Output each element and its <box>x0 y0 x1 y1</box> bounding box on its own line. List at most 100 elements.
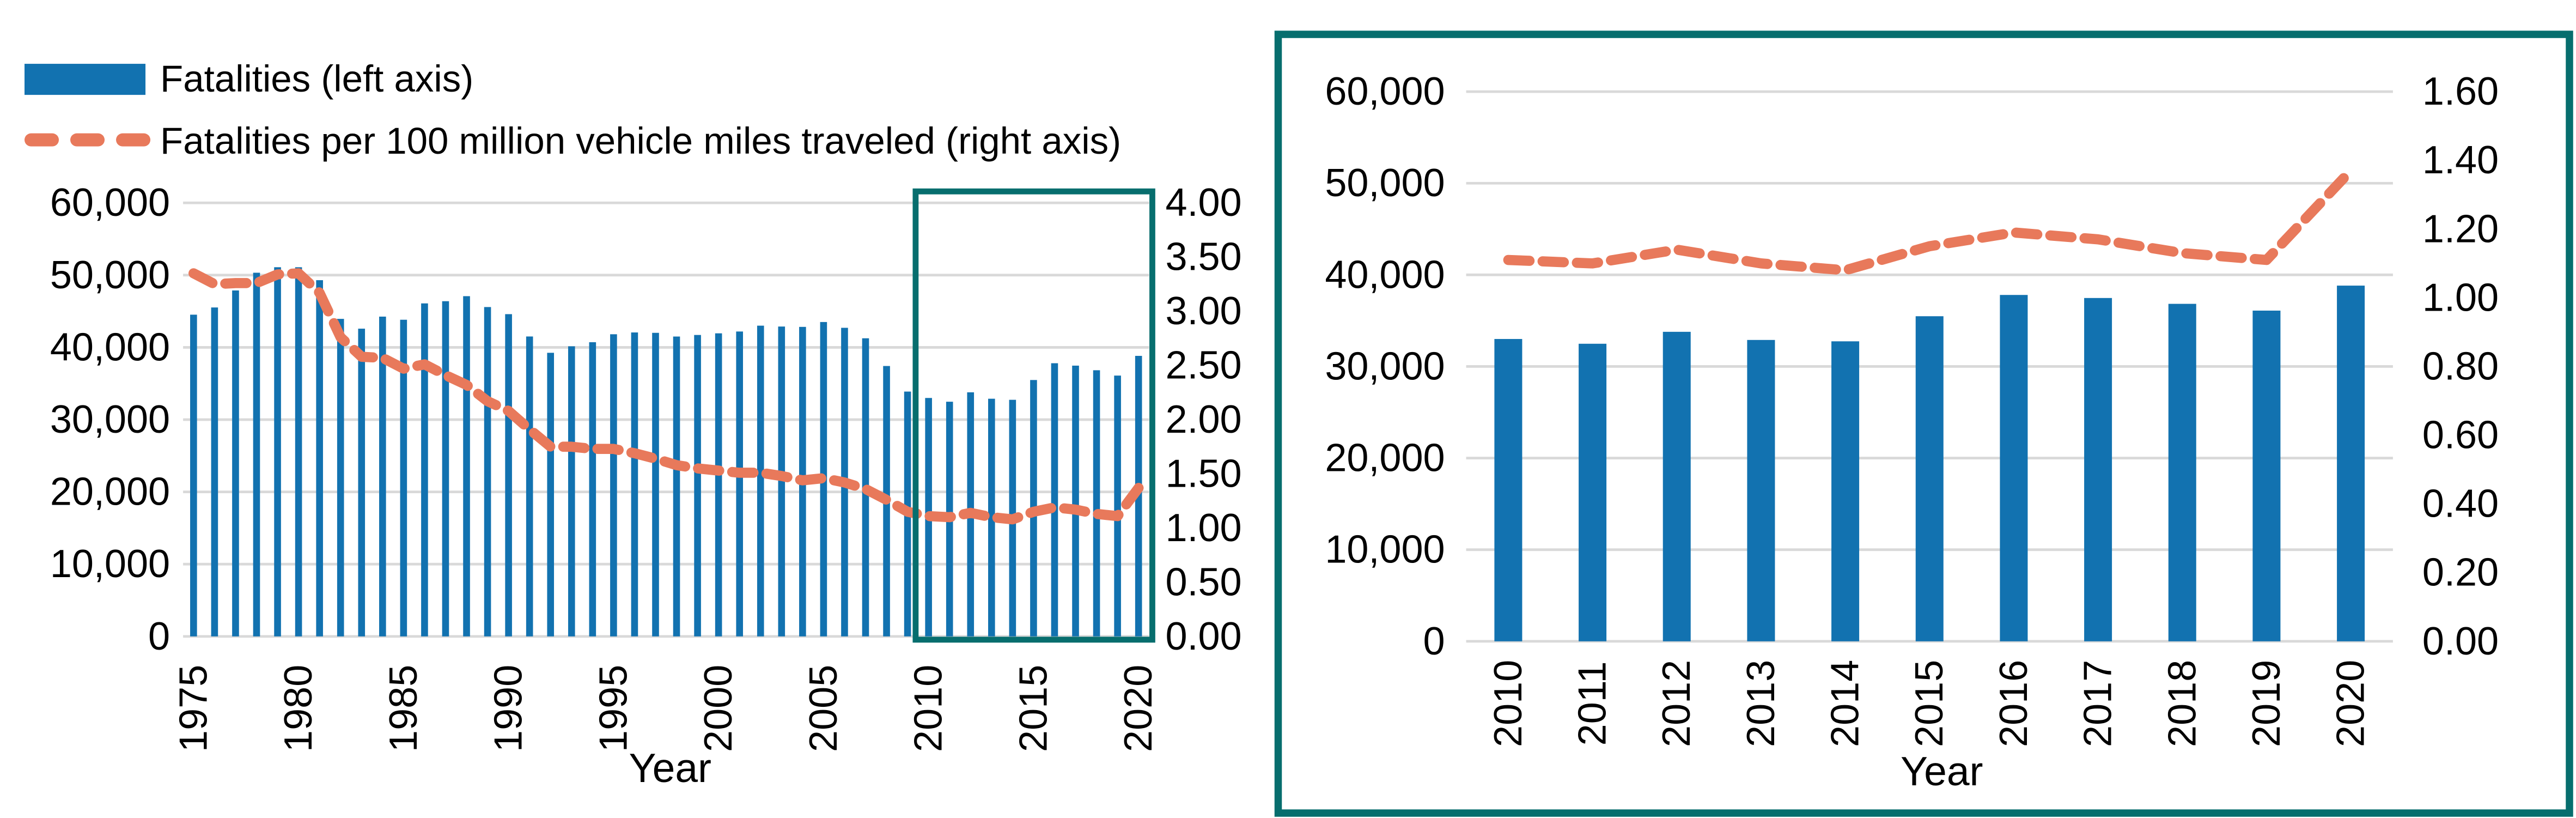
fatalities-bar-2012 <box>1662 331 1691 641</box>
fatalities-bar-1991 <box>526 336 533 637</box>
x-axis-tick-1990: 1990 <box>487 665 531 752</box>
fatalities-bar-1999 <box>694 335 701 637</box>
left-axis-tick-60,000: 60,000 <box>50 181 170 225</box>
x-axis-tick-2011: 2011 <box>1571 661 1615 746</box>
right-axis-tick-0.00: 0.00 <box>2422 620 2499 663</box>
chart-legend: Fatalities (left axis) Fatalities per 10… <box>25 58 1121 162</box>
left-axis-tick-60,000: 60,000 <box>1325 70 1445 113</box>
fatalities-bar-2000 <box>715 333 722 637</box>
fatalities-bar-1978 <box>253 272 260 637</box>
fatalities-bar-1998 <box>673 336 680 637</box>
fatalities-bar-1995 <box>610 334 617 637</box>
left-axis-tick-0: 0 <box>148 615 170 658</box>
x-axis-tick-2020: 2020 <box>1117 665 1160 752</box>
left-axis-tick-30,000: 30,000 <box>50 398 170 441</box>
detail-chart-frame <box>1274 31 2573 817</box>
overview-x-axis-title: Year <box>629 745 711 791</box>
fatalities-bar-2013 <box>988 398 995 637</box>
fatalities-bar-1975 <box>190 314 197 637</box>
fatalities-bar-1984 <box>379 316 386 637</box>
x-axis-tick-2019: 2019 <box>2245 660 2288 747</box>
left-axis-tick-10,000: 10,000 <box>1325 528 1445 572</box>
x-axis-tick-2017: 2017 <box>2076 660 2120 747</box>
overview-chart-1975-2020: 0 10,000 20,000 30,000 40,000 50,000 60,000 0.0… <box>50 181 1242 752</box>
fatalities-bar-1982 <box>337 319 344 637</box>
right-axis-tick-1.20: 1.20 <box>2422 207 2499 251</box>
fatalities-bar-1983 <box>358 329 366 637</box>
right-axis-tick-0.40: 0.40 <box>2422 482 2499 526</box>
right-axis-tick-2.50: 2.50 <box>1165 344 1241 387</box>
fatalities-bar-1979 <box>274 267 281 637</box>
x-axis-tick-2020: 2020 <box>2329 660 2373 747</box>
left-axis-tick-0: 0 <box>1423 620 1445 663</box>
fatalities-bar-1992 <box>547 353 555 637</box>
right-axis-tick-1.00: 1.00 <box>2422 276 2499 319</box>
left-axis-tick-50,000: 50,000 <box>1325 161 1445 205</box>
x-axis-tick-2015: 2015 <box>1908 660 1951 747</box>
x-axis-tick-2015: 2015 <box>1012 665 1055 752</box>
left-axis-tick-40,000: 40,000 <box>1325 253 1445 296</box>
fatalities-bar-1997 <box>652 332 659 637</box>
x-axis-tick-2012: 2012 <box>1655 660 1698 747</box>
fatalities-bar-2017 <box>2084 298 2112 641</box>
fatalities-bar-2018 <box>1093 370 1100 637</box>
left-axis-tick-40,000: 40,000 <box>50 325 170 369</box>
fatalities-bar-1988 <box>463 296 470 637</box>
fatality-rate-line <box>1503 165 2356 276</box>
fatalities-bar-1977 <box>232 290 239 637</box>
fatalities-bar-1994 <box>589 342 596 637</box>
left-axis-tick-20,000: 20,000 <box>50 470 170 514</box>
legend-label-fatality-rate: Fatalities per 100 million vehicle miles… <box>160 120 1121 162</box>
right-axis-tick-1.50: 1.50 <box>1165 452 1241 495</box>
fatalities-bar-2020 <box>2337 286 2365 641</box>
fatalities-bar-2002 <box>757 325 764 637</box>
fatalities-bar-2011 <box>1579 343 1607 641</box>
x-axis-tick-1985: 1985 <box>382 665 425 752</box>
x-axis-tick-2005: 2005 <box>802 665 845 752</box>
right-axis-tick-1.40: 1.40 <box>2422 138 2499 182</box>
x-axis-tick-2010: 2010 <box>907 665 951 752</box>
x-axis-tick-2016: 2016 <box>1992 660 2036 747</box>
x-axis-tick-1975: 1975 <box>172 665 215 752</box>
legend-label-fatalities: Fatalities (left axis) <box>160 58 473 100</box>
fatalities-bar-1996 <box>631 332 638 637</box>
right-axis-tick-1.60: 1.60 <box>2422 70 2499 113</box>
left-axis-tick-50,000: 50,000 <box>50 253 170 297</box>
fatalities-bar-2001 <box>736 331 743 637</box>
left-axis-tick-10,000: 10,000 <box>50 542 170 586</box>
left-axis-tick-30,000: 30,000 <box>1325 344 1445 388</box>
fatalities-bar-1986 <box>421 303 428 637</box>
fatalities-bar-1987 <box>442 301 449 637</box>
x-axis-tick-2014: 2014 <box>1824 660 1867 747</box>
x-axis-tick-2018: 2018 <box>2160 660 2204 747</box>
fatalities-bar-2019 <box>2252 310 2281 641</box>
fatalities-bar-2003 <box>778 326 785 637</box>
x-axis-tick-1980: 1980 <box>277 665 320 752</box>
fatality-rate-line <box>188 268 1144 525</box>
fatalities-bar-2016 <box>2000 295 2028 641</box>
fatalities-bar-1980 <box>295 267 302 637</box>
fatalities-bar-1993 <box>568 346 575 637</box>
right-axis-tick-0.20: 0.20 <box>2422 551 2499 595</box>
right-axis-tick-2.00: 2.00 <box>1165 398 1241 441</box>
fatalities-bar-2019 <box>1114 375 1121 637</box>
legend-swatch-bar-icon <box>25 64 146 95</box>
x-axis-tick-2010: 2010 <box>1487 660 1530 747</box>
fatalities-bar-2015 <box>1915 316 1944 641</box>
right-axis-tick-0.00: 0.00 <box>1165 615 1241 658</box>
fatalities-bar-2017 <box>1072 365 1079 637</box>
fatalities-bar-2018 <box>2168 304 2196 641</box>
fatalities-bar-1976 <box>211 307 218 637</box>
right-axis-tick-0.60: 0.60 <box>2422 414 2499 457</box>
fatalities-bar-2014 <box>1831 341 1860 641</box>
left-axis-tick-20,000: 20,000 <box>1325 437 1445 480</box>
fatalities-bar-1985 <box>400 319 407 637</box>
x-axis-tick-1995: 1995 <box>592 665 635 752</box>
right-axis-tick-3.50: 3.50 <box>1165 235 1241 279</box>
fatalities-bar-1989 <box>484 307 491 637</box>
right-axis-tick-0.50: 0.50 <box>1165 560 1241 604</box>
right-axis-tick-1.00: 1.00 <box>1165 506 1241 550</box>
x-axis-tick-2000: 2000 <box>697 665 740 752</box>
